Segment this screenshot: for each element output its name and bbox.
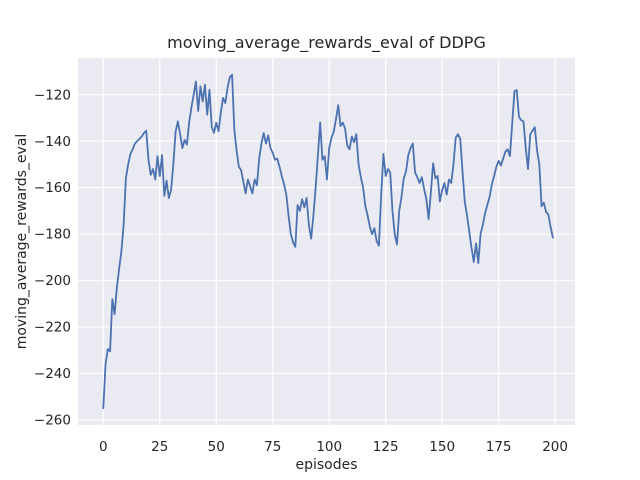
y-axis-ticks: −120 −140 −160 −180 −200 −220 −240 −260 xyxy=(34,87,71,428)
x-tick-label: 200 xyxy=(542,439,568,455)
x-axis-label: episodes xyxy=(295,457,357,473)
y-tick-label: −240 xyxy=(34,366,71,382)
x-tick-label: 125 xyxy=(373,439,399,455)
y-tick-label: −140 xyxy=(34,134,71,150)
x-tick-label: 0 xyxy=(99,439,108,455)
y-tick-label: −220 xyxy=(34,320,71,336)
y-tick-label: −260 xyxy=(34,412,71,428)
plot-area xyxy=(78,58,575,425)
x-tick-label: 75 xyxy=(264,439,281,455)
x-axis-ticks: 0 25 50 75 100 125 150 175 200 xyxy=(99,439,568,455)
grid-layer xyxy=(78,58,575,425)
x-tick-label: 175 xyxy=(486,439,512,455)
y-tick-label: −120 xyxy=(34,87,71,103)
y-axis-label: moving_average_rewards_eval xyxy=(14,134,30,350)
y-tick-label: −160 xyxy=(34,180,71,196)
x-tick-label: 25 xyxy=(151,439,168,455)
x-tick-label: 100 xyxy=(316,439,342,455)
x-tick-label: 150 xyxy=(429,439,455,455)
y-tick-label: −200 xyxy=(34,273,71,289)
reward-line xyxy=(102,73,554,410)
chart-title: moving_average_rewards_eval of DDPG xyxy=(167,33,486,53)
y-tick-label: −180 xyxy=(34,227,71,243)
x-tick-label: 50 xyxy=(208,439,225,455)
